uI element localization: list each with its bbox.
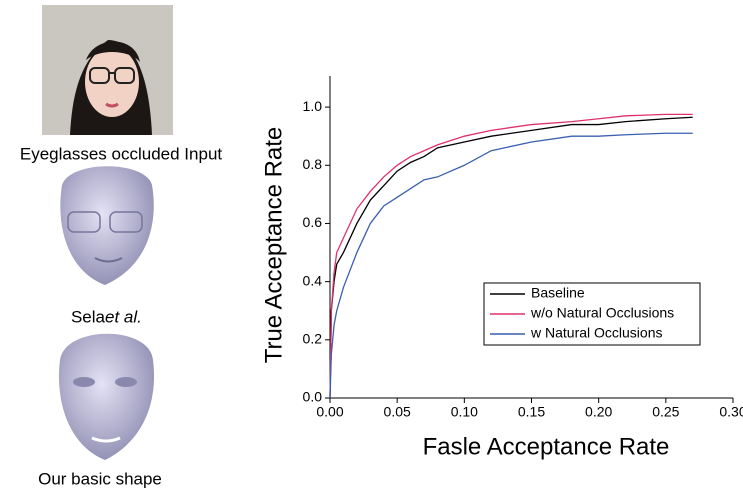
caption: et al. <box>105 307 142 326</box>
input-photo <box>42 5 173 135</box>
basic-shape <box>58 333 155 460</box>
x-tick-label: 0.30 <box>719 404 743 420</box>
x-tick-label: 0.05 <box>384 404 411 420</box>
y-tick-label: 1.0 <box>303 98 323 114</box>
x-tick-label: 0.20 <box>585 404 612 420</box>
y-tick-label: 0.6 <box>303 214 323 230</box>
y-tick-label: 0.4 <box>303 272 323 288</box>
caption: Eyeglasses occluded Input <box>20 144 223 163</box>
x-axis-label: Fasle Acceptance Rate <box>423 433 670 460</box>
caption: Sela <box>71 307 106 326</box>
y-tick-label: 0.0 <box>303 389 323 405</box>
series-line <box>329 132 693 399</box>
series-line <box>329 116 693 399</box>
x-tick-label: 0.10 <box>451 404 478 420</box>
legend-label: Baseline <box>531 285 585 301</box>
legend-label: w/o Natural Occlusions <box>530 305 674 321</box>
x-tick-label: 0.15 <box>518 404 545 420</box>
legend-label: w Natural Occlusions <box>530 325 663 341</box>
series-line <box>329 113 693 399</box>
caption: Our basic shape <box>38 469 162 488</box>
y-tick-label: 0.8 <box>303 156 323 172</box>
x-tick-label: 0.00 <box>316 404 343 420</box>
y-axis-label: True Acceptance Rate <box>260 127 287 364</box>
legend: Baseline w/o Natural Occlusions w Natural … <box>483 282 701 346</box>
x-tick-label: 0.25 <box>652 404 679 420</box>
y-tick-label: 0.2 <box>303 331 323 347</box>
sela-shape <box>60 166 154 285</box>
